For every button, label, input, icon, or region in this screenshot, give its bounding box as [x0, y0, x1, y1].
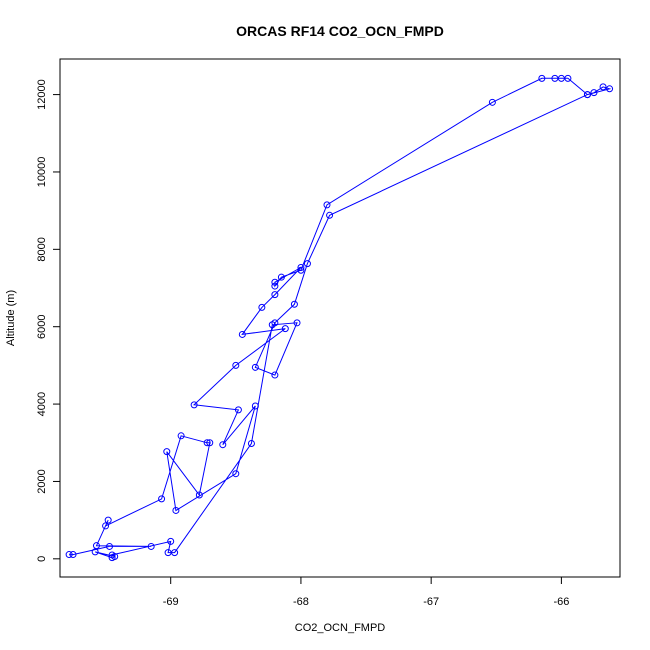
y-tick-label: 2000 — [36, 469, 48, 493]
data-point — [219, 441, 227, 449]
data-point — [583, 91, 591, 99]
x-tick-label: -69 — [163, 596, 179, 608]
y-tick-label: 0 — [36, 556, 48, 562]
data-point — [195, 491, 203, 499]
data-point — [281, 325, 289, 333]
x-tick-label: -66 — [553, 596, 569, 608]
data-point — [557, 74, 565, 82]
data-point — [303, 260, 311, 268]
data-point — [258, 303, 266, 311]
y-tick-label: 8000 — [36, 237, 48, 261]
data-point — [323, 201, 331, 209]
y-tick-label: 6000 — [36, 314, 48, 338]
data-point — [251, 363, 259, 371]
data-point — [104, 516, 112, 524]
data-point — [177, 432, 185, 440]
data-point — [102, 522, 110, 530]
data-point — [171, 549, 179, 557]
data-point — [247, 440, 255, 448]
data-point — [167, 537, 175, 545]
data-point — [234, 406, 242, 414]
x-tick-label: -68 — [293, 596, 309, 608]
data-point — [488, 98, 496, 106]
data-point — [232, 470, 240, 478]
data-point — [172, 506, 180, 514]
data-point — [251, 402, 259, 410]
data-point — [158, 495, 166, 503]
data-point — [164, 549, 172, 557]
y-tick-label: 12000 — [36, 79, 48, 110]
data-point — [203, 439, 211, 447]
data-point — [297, 266, 305, 274]
data-point — [277, 273, 285, 281]
chart-title: ORCAS RF14 CO2_OCN_FMPD — [236, 23, 444, 39]
y-tick-label: 4000 — [36, 392, 48, 416]
data-point — [564, 74, 572, 82]
data-point — [147, 542, 155, 550]
data-point — [326, 211, 334, 219]
data-point — [105, 542, 113, 550]
data-point — [268, 321, 276, 329]
data-point — [238, 330, 246, 338]
series-group — [65, 74, 614, 562]
data-point — [271, 282, 279, 290]
data-point — [69, 551, 77, 559]
y-axis: 0 2000 4000 6000 8000 10000 12000 — [36, 79, 61, 562]
x-tick-label: -67 — [423, 596, 439, 608]
data-point — [271, 371, 279, 379]
data-point — [538, 74, 546, 82]
data-point — [163, 448, 171, 456]
data-point — [599, 83, 607, 91]
data-point — [271, 291, 279, 299]
x-axis-label: CO2_OCN_FMPD — [295, 622, 386, 634]
data-point — [297, 264, 305, 272]
y-axis-label: Altitude (m) — [5, 290, 17, 346]
data-point — [108, 554, 116, 562]
data-point — [232, 361, 240, 369]
data-point — [91, 548, 99, 556]
data-point — [293, 319, 301, 327]
data-point — [65, 551, 73, 559]
data-point — [190, 401, 198, 409]
data-point — [271, 278, 279, 286]
data-point — [606, 85, 614, 93]
data-point — [206, 439, 214, 447]
x-axis: -69 -68 -67 -66 — [163, 576, 569, 608]
y-tick-label: 10000 — [36, 157, 48, 188]
data-point — [290, 300, 298, 308]
plot-area — [59, 58, 621, 578]
series-line — [69, 77, 612, 559]
data-point — [551, 74, 559, 82]
data-point — [590, 89, 598, 97]
